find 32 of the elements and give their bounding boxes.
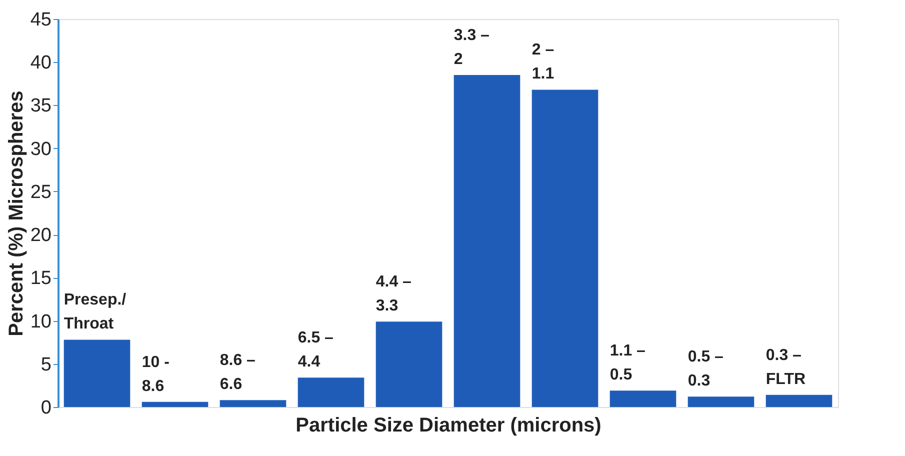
x-tick-label: 3.3 – 2 <box>454 27 490 68</box>
x-tick-label: Presep./ Throat <box>64 292 127 333</box>
y-tick-label: 30 <box>30 138 52 160</box>
y-axis-title: Percent (%) Microspheres <box>5 90 28 336</box>
y-tick-label: 40 <box>30 52 52 74</box>
x-axis-title: Particle Size Diameter (microns) <box>296 414 602 436</box>
x-tick-label: 1.1 – 0.5 <box>610 342 646 384</box>
bar <box>532 90 598 407</box>
y-tick-label: 25 <box>30 182 52 203</box>
bar <box>376 322 442 407</box>
y-tick-label: 20 <box>30 225 52 246</box>
x-tick-label: 4.4 – 3.3 <box>376 274 412 315</box>
x-tick-label: 0.5 – 0.3 <box>688 348 724 390</box>
x-tick-label: 6.5 – 4.4 <box>298 330 334 371</box>
bar <box>688 396 754 407</box>
x-tick-label: 10 - 8.6 <box>142 354 170 395</box>
x-tick-label: 0.3 – FLTR <box>766 346 806 388</box>
y-tick-label: 0 <box>40 398 52 418</box>
y-tick-label: 15 <box>30 268 52 290</box>
y-tick-label: 5 <box>40 354 52 376</box>
bar <box>142 402 208 407</box>
y-tick-label: 10 <box>30 311 52 332</box>
x-tick-label: 8.6 – 6.6 <box>220 352 256 394</box>
y-tick-label: 35 <box>30 96 52 117</box>
bar <box>64 340 130 407</box>
bar <box>454 75 520 407</box>
bar <box>220 400 286 407</box>
y-tick-label: 45 <box>30 10 52 30</box>
bar <box>610 390 676 407</box>
bar <box>298 378 364 407</box>
x-tick-label: 2 – 1.1 <box>532 42 554 83</box>
bar <box>766 394 832 407</box>
